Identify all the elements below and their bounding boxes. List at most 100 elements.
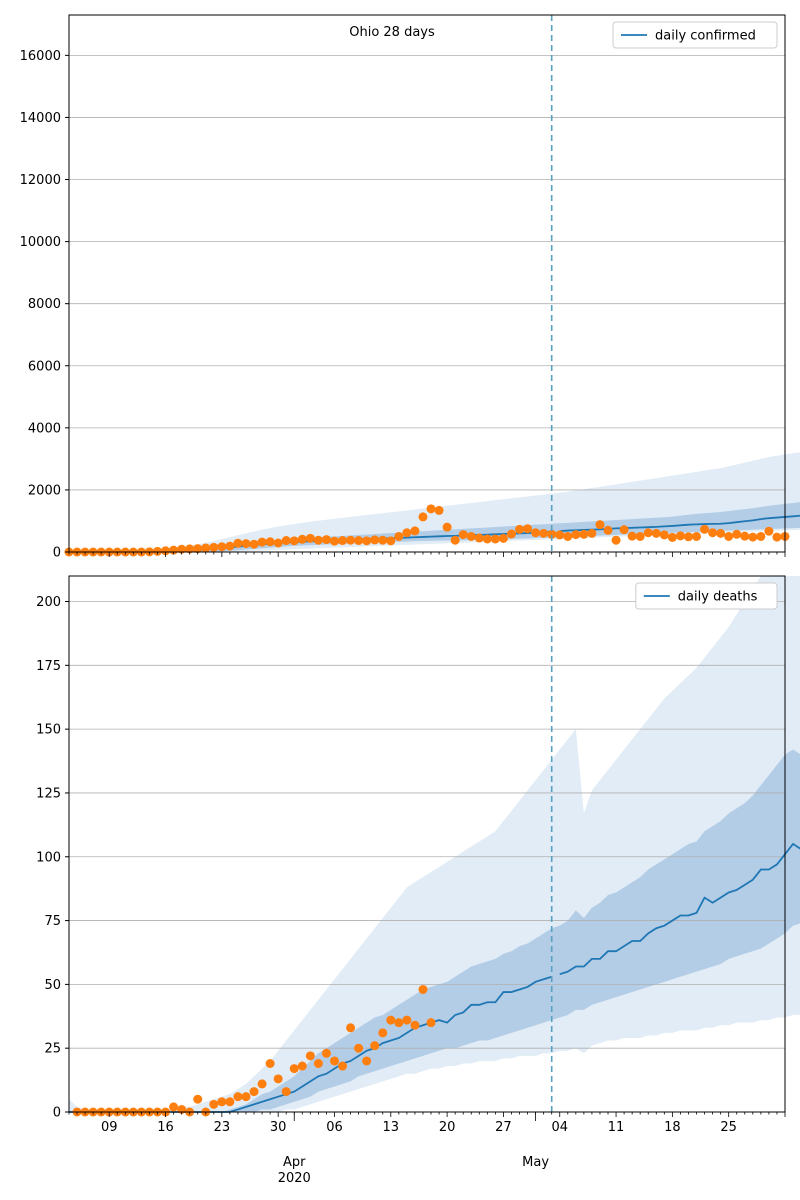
observed-point (402, 1015, 412, 1025)
observed-point (474, 533, 484, 543)
observed-point (547, 529, 557, 539)
observed-point (716, 528, 726, 538)
y-tick-label: 100 (36, 850, 61, 865)
observed-point (257, 537, 267, 547)
confirmed-observed-points (64, 504, 790, 557)
y-tick-label: 6000 (28, 359, 61, 374)
chart-title: Ohio 28 days (349, 25, 435, 40)
observed-point (289, 536, 299, 546)
confirmed-axes-frame (68, 14, 786, 553)
x-tick-label: 13 (383, 1120, 400, 1135)
observed-point (249, 539, 259, 549)
observed-point (394, 1018, 404, 1028)
x-tick-label: 18 (664, 1120, 681, 1135)
x-month-label: May (522, 1155, 549, 1170)
y-tick-label: 75 (44, 914, 61, 929)
observed-point (225, 1097, 235, 1107)
observed-point (257, 1079, 267, 1089)
deaths-axes-frame (68, 575, 786, 1113)
observed-point (579, 529, 589, 539)
observed-point (498, 533, 508, 543)
y-tick-label: 2000 (28, 483, 61, 498)
confirmed-legend: daily confirmed (612, 21, 778, 49)
y-tick-label: 150 (36, 723, 61, 738)
observed-point (305, 533, 315, 543)
deaths-legend: daily deaths (635, 582, 778, 610)
date-x-axis: 09 16 23 30 06 13 20 27 04 11 18 25 Apr May 2020 (68, 552, 786, 1186)
x-tick-label: 06 (326, 1120, 343, 1135)
observed-point (321, 1048, 331, 1058)
observed-point (740, 531, 750, 541)
observed-point (756, 531, 766, 541)
observed-point (321, 535, 331, 545)
observed-point (450, 535, 460, 545)
observed-point (362, 1056, 372, 1066)
observed-point (426, 504, 436, 514)
observed-point (603, 525, 613, 535)
observed-point (378, 1028, 388, 1038)
observed-point (313, 1059, 323, 1069)
observed-point (185, 544, 195, 554)
observed-point (193, 1094, 203, 1104)
observed-point (627, 531, 637, 541)
observed-point (217, 542, 227, 552)
observed-point (370, 1041, 380, 1051)
observed-point (643, 528, 653, 538)
observed-point (635, 531, 645, 541)
observed-point (748, 532, 758, 542)
y-tick-label: 0 (53, 546, 61, 561)
observed-point (329, 1056, 339, 1066)
observed-point (764, 526, 774, 536)
legend-box (612, 21, 778, 49)
observed-point (402, 528, 412, 538)
y-tick-label: 8000 (28, 297, 61, 312)
observed-point (394, 531, 404, 541)
observed-point (708, 528, 718, 538)
observed-point (692, 531, 702, 541)
observed-point (177, 544, 187, 554)
observed-point (724, 531, 734, 541)
fit-line-segment (559, 842, 800, 976)
observed-point (386, 1015, 396, 1025)
observed-point (281, 536, 291, 546)
observed-point (426, 1018, 436, 1028)
deaths-panel: 0 25 50 75 100 125 150 175 200 daily deaths (36, 575, 800, 1121)
observed-point (362, 536, 372, 546)
y-tick-label: 200 (36, 595, 61, 610)
observed-point (225, 541, 235, 551)
confirmed-y-axis: 0 2000 4000 6000 8000 10000 12000 14000 16000 (20, 49, 69, 561)
observed-point (305, 1051, 315, 1061)
x-tick-label: 30 (270, 1120, 287, 1135)
observed-point (651, 528, 661, 538)
observed-point (209, 1099, 219, 1109)
uncertainty-band-inner-forecast (551, 749, 800, 1021)
observed-point (611, 535, 621, 545)
observed-point (563, 531, 573, 541)
observed-point (418, 512, 428, 522)
deaths-observed-points (72, 984, 436, 1117)
x-tick-label: 25 (720, 1120, 737, 1135)
observed-point (506, 529, 516, 539)
observed-point (700, 524, 710, 534)
observed-point (772, 532, 782, 542)
observed-point (346, 535, 356, 545)
observed-point (338, 1061, 348, 1071)
observed-point (249, 1087, 259, 1097)
confirmed-panel: 0 2000 4000 6000 8000 10000 12000 14000 16000 Oh… (20, 14, 800, 561)
legend-box (635, 582, 778, 610)
y-tick-label: 50 (44, 978, 61, 993)
observed-point (233, 1092, 243, 1102)
y-tick-label: 16000 (20, 49, 61, 64)
observed-point (201, 543, 211, 553)
observed-point (466, 531, 476, 541)
observed-point (241, 1092, 251, 1102)
x-tick-label: 04 (551, 1120, 568, 1135)
x-month-label: Apr (283, 1155, 306, 1170)
observed-point (346, 1023, 356, 1033)
deaths-y-axis: 0 25 50 75 100 125 150 175 200 (36, 595, 69, 1121)
observed-point (281, 1087, 291, 1097)
observed-point (675, 531, 685, 541)
observed-point (209, 542, 219, 552)
y-tick-label: 175 (36, 659, 61, 674)
